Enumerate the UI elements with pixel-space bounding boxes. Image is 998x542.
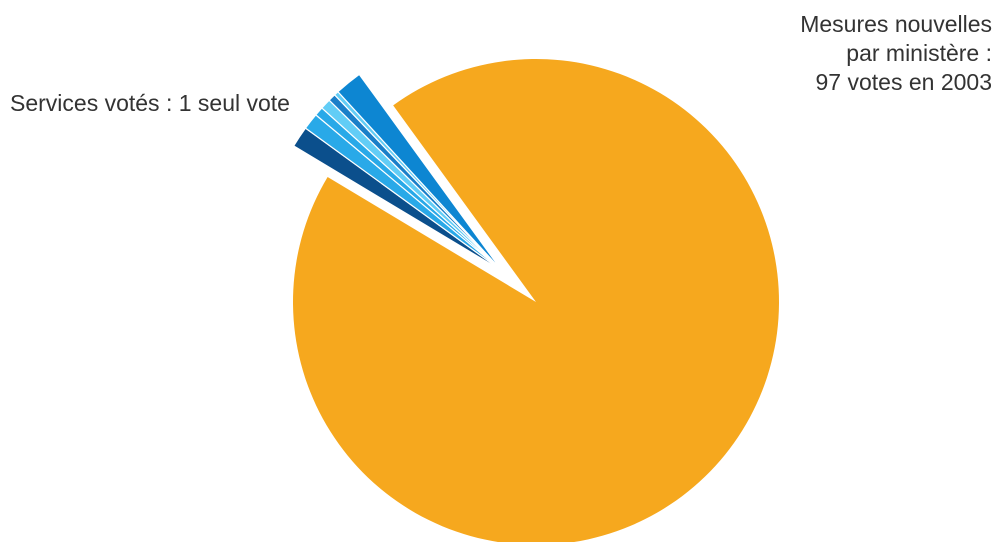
label-mesures-nouvelles-line3: 97 votes en 2003 [815,69,992,95]
label-mesures-nouvelles-line2: par ministère : [846,40,992,66]
pie-slice-8 [337,73,503,272]
pie-slice-1 [293,59,779,542]
label-mesures-nouvelles: Mesures nouvelles par ministère : 97 vot… [800,10,992,97]
label-services-votes: Services votés : 1 seul vote [10,90,290,116]
label-mesures-nouvelles-line1: Mesures nouvelles [800,11,992,37]
